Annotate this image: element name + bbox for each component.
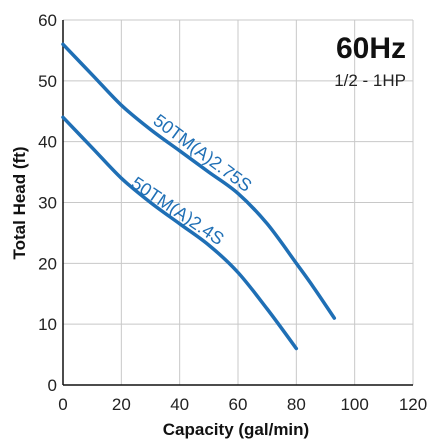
- y-tick-label-5: 50: [38, 72, 57, 91]
- y-tick-label-0: 0: [48, 376, 57, 395]
- series-lines: [61, 42, 337, 351]
- series-line-1: [61, 115, 299, 351]
- x-tick-label-4: 80: [287, 395, 306, 414]
- x-axis-title: Capacity (gal/min): [163, 420, 309, 439]
- x-tick-label-2: 40: [170, 395, 189, 414]
- axes: [62, 20, 413, 386]
- x-tick-label-5: 100: [340, 395, 368, 414]
- x-tick-label-1: 20: [112, 395, 131, 414]
- series-label-50tma2-4s: 50TM(A)2.4S: [128, 173, 228, 249]
- tick-labels: 0 20 40 60 80 100 120 0 10 20 30 40 50 60: [38, 11, 427, 414]
- grid-lines: [62, 19, 414, 386]
- y-axis-title: Total Head (ft): [10, 146, 29, 259]
- y-tick-label-6: 60: [38, 11, 57, 30]
- series-line-0: [61, 42, 337, 320]
- y-tick-label-3: 30: [38, 194, 57, 213]
- y-tick-label-4: 40: [38, 133, 57, 152]
- series-label-50tma2-75s: 50TM(A)2.75S: [150, 110, 256, 196]
- y-tick-label-1: 10: [38, 315, 57, 334]
- y-tick-label-2: 20: [38, 254, 57, 273]
- x-tick-label-0: 0: [58, 395, 67, 414]
- x-tick-label-3: 60: [229, 395, 248, 414]
- chart-title: 60Hz: [336, 32, 406, 65]
- x-tick-label-6: 120: [399, 395, 427, 414]
- chart-subtitle: 1/2 - 1HP: [334, 71, 406, 90]
